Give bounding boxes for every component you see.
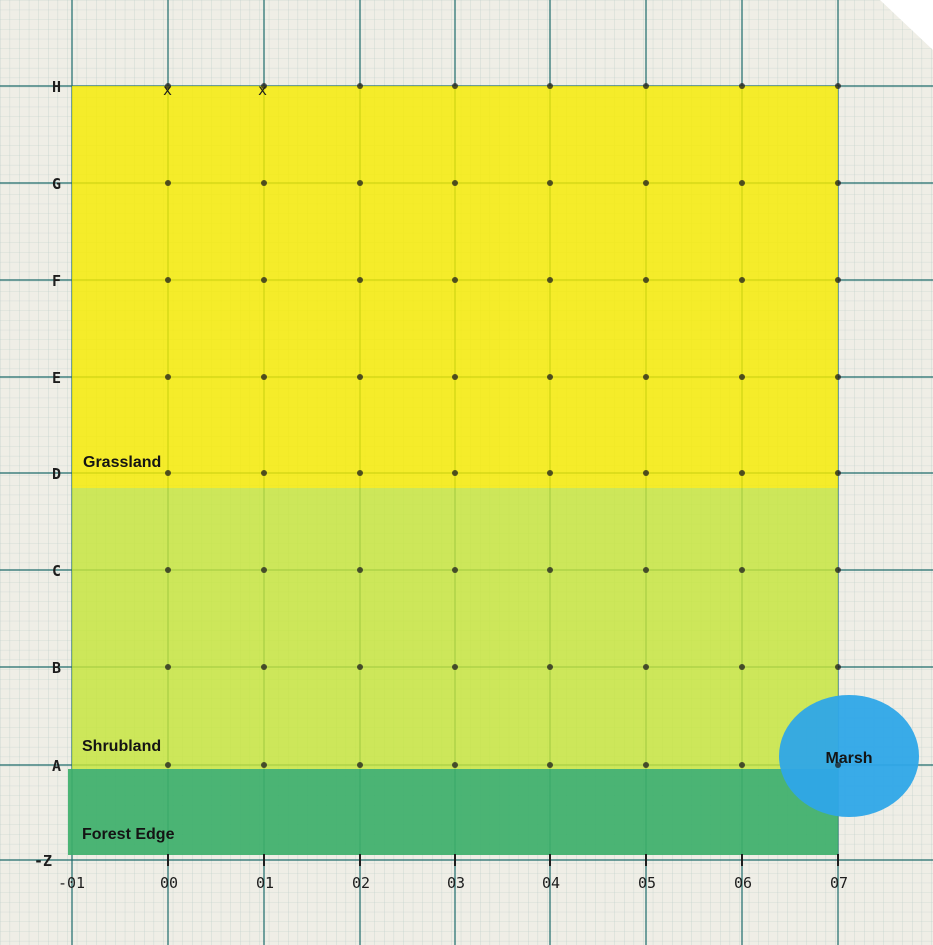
marsh-label: Marsh [825, 750, 872, 767]
forest-edge-zone[interactable] [68, 769, 838, 855]
sample-point [452, 567, 458, 573]
sample-point [739, 567, 745, 573]
sample-point [261, 180, 267, 186]
sample-point [739, 762, 745, 768]
grassland-zone[interactable] [72, 86, 838, 488]
sample-point [452, 470, 458, 476]
sample-point [547, 567, 553, 573]
sample-point [261, 374, 267, 380]
sample-point [835, 567, 841, 573]
sample-point [547, 277, 553, 283]
sample-points [165, 83, 841, 866]
sample-point [165, 567, 171, 573]
sample-point [835, 180, 841, 186]
sample-point [165, 664, 171, 670]
sample-point [452, 374, 458, 380]
sample-point [357, 277, 363, 283]
sample-point [357, 762, 363, 768]
sample-point [835, 762, 841, 768]
sample-point [547, 470, 553, 476]
sample-point [643, 567, 649, 573]
row-label: A [52, 757, 61, 775]
sample-point [261, 470, 267, 476]
shrubland-zone[interactable] [72, 488, 838, 769]
column-label: 05 [638, 874, 656, 892]
sample-point [547, 180, 553, 186]
row-label: E [52, 369, 61, 387]
sample-point [452, 762, 458, 768]
column-label: 00 [160, 874, 178, 892]
sample-point [547, 762, 553, 768]
sample-point [165, 762, 171, 768]
x-mark: x [258, 81, 267, 99]
sample-point [739, 180, 745, 186]
row-label: D [52, 465, 61, 483]
sample-point [261, 277, 267, 283]
sample-point [835, 277, 841, 283]
sample-point [835, 374, 841, 380]
sample-point [643, 83, 649, 89]
sample-point [357, 470, 363, 476]
sample-point [261, 567, 267, 573]
sample-point [835, 664, 841, 670]
sample-point [165, 180, 171, 186]
sample-point [357, 180, 363, 186]
column-labels: -01 00 01 02 03 04 05 06 07 [58, 874, 848, 892]
row-label: H [52, 78, 61, 96]
sample-point [452, 83, 458, 89]
row-label: F [52, 272, 61, 290]
row-label: C [52, 562, 61, 580]
marsh-zone[interactable] [779, 695, 919, 817]
sample-point [261, 83, 267, 89]
sample-point [357, 664, 363, 670]
shrubland-label: Shrubland [82, 738, 161, 755]
sample-point [261, 762, 267, 768]
sample-point [643, 470, 649, 476]
sample-point [643, 180, 649, 186]
sample-point [357, 83, 363, 89]
column-label: 02 [352, 874, 370, 892]
column-label: -01 [58, 874, 85, 892]
sample-point [261, 664, 267, 670]
row-label: G [52, 175, 61, 193]
row-labels: H G F E D C B A -Z [34, 78, 61, 870]
sample-point [643, 664, 649, 670]
sample-point [165, 277, 171, 283]
sample-point [643, 277, 649, 283]
sample-point [835, 83, 841, 89]
column-label: 07 [830, 874, 848, 892]
column-label: 03 [447, 874, 465, 892]
column-label: 01 [256, 874, 274, 892]
row-label: -Z [34, 852, 52, 870]
sample-point [547, 664, 553, 670]
torn-corner [880, 0, 933, 50]
sample-point [452, 180, 458, 186]
sample-point [357, 567, 363, 573]
sample-point [739, 277, 745, 283]
sample-point [165, 374, 171, 380]
sample-point [547, 83, 553, 89]
x-mark: x [163, 81, 172, 99]
forest-edge-label: Forest Edge [82, 826, 175, 843]
sample-point [643, 374, 649, 380]
row-label: B [52, 659, 61, 677]
grassland-label: Grassland [83, 454, 161, 471]
sample-point [165, 83, 171, 89]
sample-point [165, 470, 171, 476]
sample-point [547, 374, 553, 380]
sample-point [739, 664, 745, 670]
column-label: 06 [734, 874, 752, 892]
sample-point [739, 470, 745, 476]
sample-point [739, 374, 745, 380]
sample-point [452, 664, 458, 670]
sample-point [452, 277, 458, 283]
sample-point [835, 470, 841, 476]
sample-point [739, 83, 745, 89]
sample-point [357, 374, 363, 380]
sample-point [643, 762, 649, 768]
column-label: 04 [542, 874, 560, 892]
